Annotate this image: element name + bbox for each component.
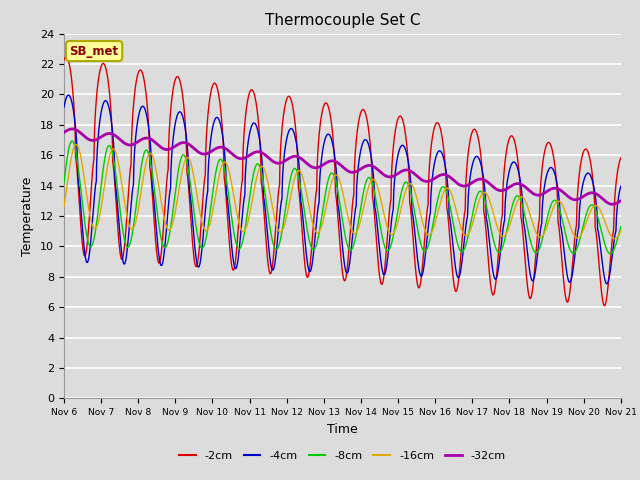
X-axis label: Time: Time bbox=[327, 423, 358, 436]
Legend: -2cm, -4cm, -8cm, -16cm, -32cm: -2cm, -4cm, -8cm, -16cm, -32cm bbox=[175, 447, 510, 466]
Y-axis label: Temperature: Temperature bbox=[22, 176, 35, 256]
Title: Thermocouple Set C: Thermocouple Set C bbox=[265, 13, 420, 28]
Text: SB_met: SB_met bbox=[70, 45, 118, 58]
